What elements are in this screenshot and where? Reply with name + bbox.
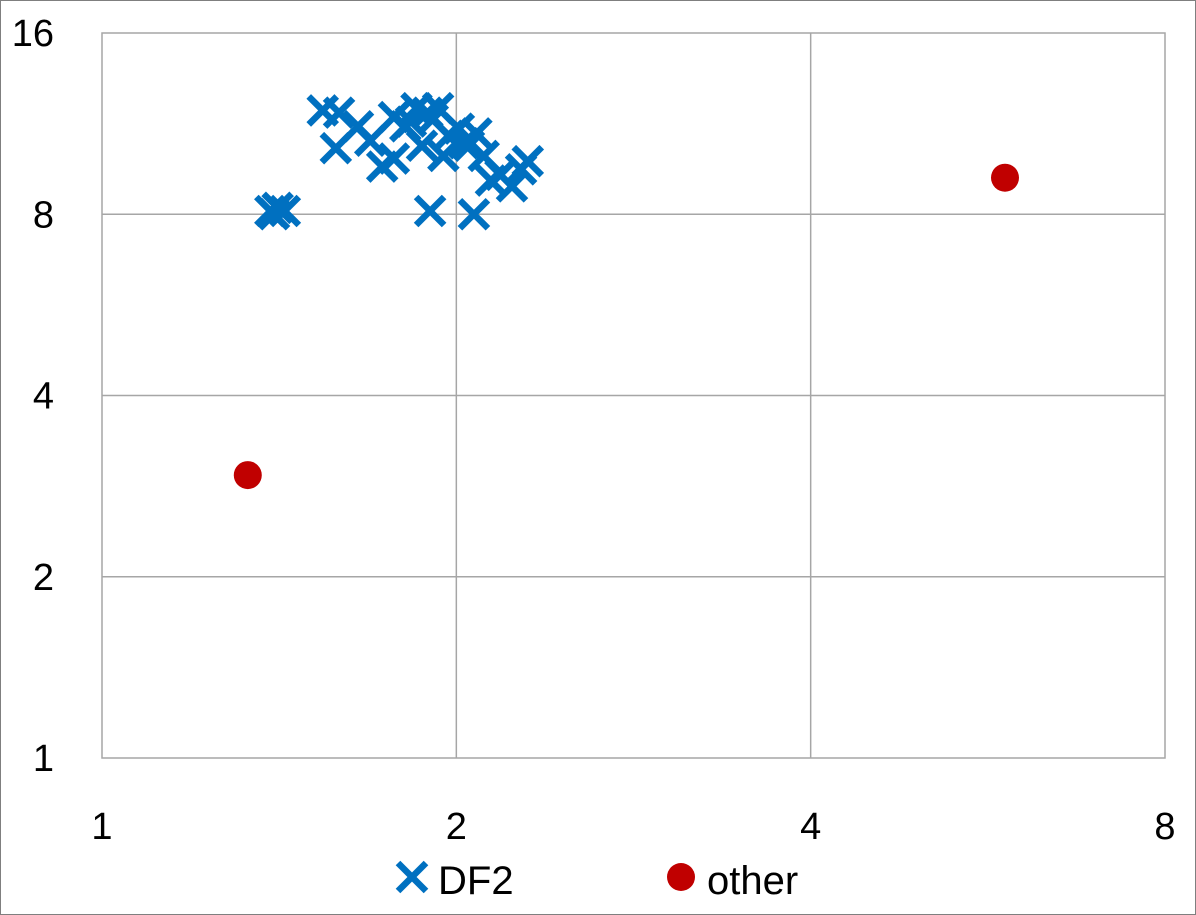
data-point-x [353,124,387,157]
legend-label-df2: DF2 [438,859,514,903]
data-point-x [257,197,291,231]
data-point-x [322,96,356,129]
x-tick-label: 8 [1154,806,1175,848]
legend-item-df2: DF2 [395,859,514,903]
y-tick-label: 8 [33,194,54,236]
data-point-x [511,144,545,178]
data-point-x [377,142,411,175]
y-tick-label: 16 [12,13,54,55]
legend-x-mark [395,860,429,894]
x-tick-label: 1 [91,806,112,848]
legend-marker-x-icon [395,860,429,894]
legend-item-other: other [667,859,798,903]
y-tick-label: 4 [33,376,54,418]
y-tick-label: 2 [33,557,54,599]
legend-label-other: other [707,859,798,903]
data-point-x [457,197,491,231]
legend-circle-mark [667,863,695,891]
data-point-x [405,129,439,162]
data-point-x [413,194,447,228]
legend-marker-circle-icon [667,863,695,891]
x-tick-label: 2 [446,806,467,848]
data-points [233,91,1019,490]
data-point-x [495,170,529,203]
data-point-circle [233,461,262,490]
data-point-x [460,117,493,150]
x-tick-label: 4 [800,806,821,848]
data-point-circle [990,163,1019,192]
legend: DF2 other [395,859,798,903]
y-tick-label: 1 [33,738,54,780]
